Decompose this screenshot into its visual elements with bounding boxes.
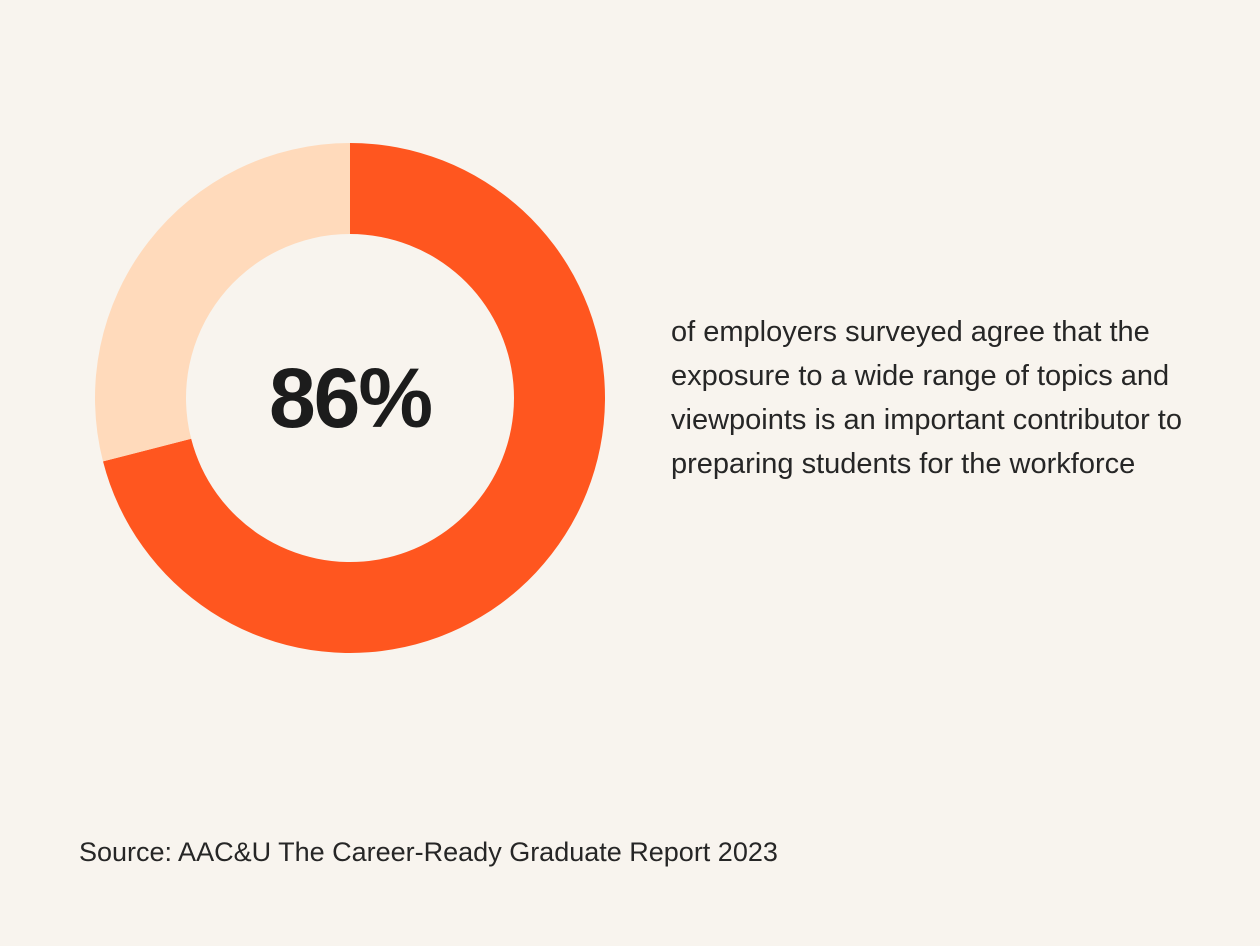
- donut-chart: 86%: [95, 143, 605, 653]
- source-citation: Source: AAC&U The Career-Ready Graduate …: [79, 837, 778, 867]
- stat-description: of employers surveyed agree that the exp…: [671, 316, 1182, 480]
- donut-slice-remainder: [95, 143, 350, 462]
- donut-slice-primary: [103, 143, 605, 653]
- center-percentage-label: 86%: [268, 350, 433, 445]
- donut-chart-svg: [95, 143, 605, 653]
